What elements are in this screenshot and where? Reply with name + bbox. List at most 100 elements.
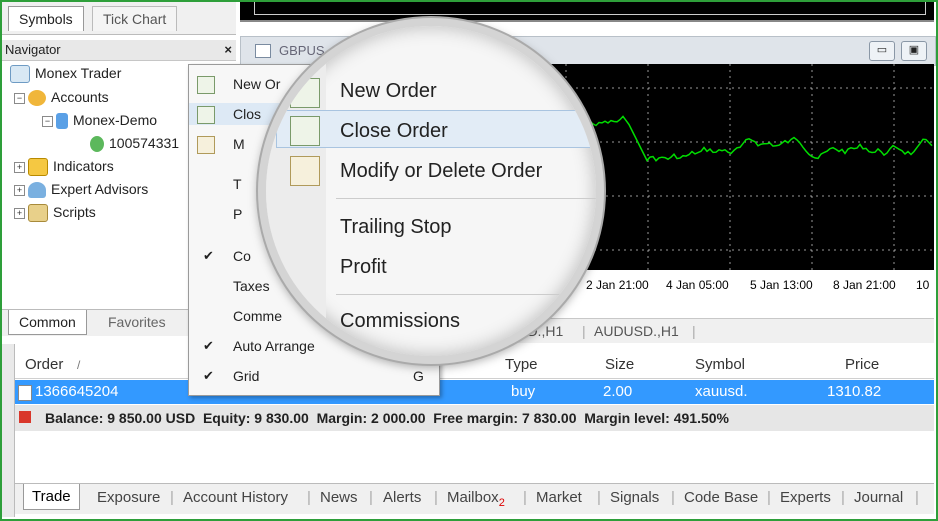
cell-symbol: xauusd. <box>695 383 748 400</box>
tab-exposure[interactable]: Exposure <box>97 489 161 506</box>
menu-label: Grid <box>233 368 260 384</box>
col-price[interactable]: Price <box>845 356 880 373</box>
tree-expert-advisors[interactable]: + Expert Advisors <box>14 179 148 199</box>
mag-trailing-stop[interactable]: Trailing Stop <box>340 216 452 238</box>
tab-news[interactable]: News <box>320 489 358 506</box>
chart-window-strip <box>240 0 934 22</box>
tab-code-base[interactable]: Code Base <box>684 489 759 506</box>
menu-item-modify-order[interactable]: M <box>189 133 439 155</box>
navigator-title: Navigator <box>5 42 61 57</box>
col-order[interactable]: Order <box>25 356 64 373</box>
modify-order-icon <box>290 156 320 186</box>
terminal-icon <box>10 65 30 84</box>
tab-tick-chart[interactable]: Tick Chart <box>92 6 178 31</box>
collapse-icon[interactable]: − <box>14 92 25 104</box>
order-icon <box>18 385 32 401</box>
expand-icon[interactable]: + <box>14 207 25 219</box>
mailbox-count: 2 <box>498 497 505 509</box>
navigator-close-icon[interactable]: × <box>224 42 232 57</box>
collapse-icon[interactable]: − <box>42 115 53 127</box>
tree-demo-server[interactable]: − Monex-Demo <box>42 110 157 130</box>
menu-item-grid[interactable]: ✔ Grid G <box>189 365 439 387</box>
menu-item-profit[interactable]: P <box>189 203 439 225</box>
table-row[interactable]: 1366645204 2018.01.16 07:00:10 buy 2.00 … <box>15 380 934 404</box>
tree-indicators[interactable]: + Indicators <box>14 156 114 177</box>
tab-common[interactable]: Common <box>8 310 87 335</box>
tree-login-label: 100574331 <box>109 135 180 151</box>
highlight-close-order <box>276 110 596 148</box>
tree-accounts-label: Accounts <box>51 89 109 105</box>
tab-market[interactable]: Market <box>536 489 582 506</box>
tab-mailbox[interactable]: Mailbox2 <box>447 489 505 509</box>
cell-order: 1366645204 <box>35 383 119 400</box>
accounts-icon <box>28 90 46 107</box>
terminal-side-label: Terminal <box>0 344 15 517</box>
menu-separator <box>336 294 596 295</box>
menu-item-commissions[interactable]: ✔ Co <box>189 245 439 267</box>
menu-separator <box>336 198 596 199</box>
expand-icon[interactable]: + <box>14 161 25 173</box>
col-type[interactable]: Type <box>505 356 538 373</box>
menu-item-trailing-stop[interactable]: T <box>189 173 439 195</box>
indicators-icon <box>28 158 48 177</box>
x-tick-label: 10 <box>916 278 930 292</box>
tab-signals[interactable]: Signals <box>610 489 660 506</box>
navigator-header: Navigator × <box>2 40 236 61</box>
scripts-icon <box>28 204 48 223</box>
col-size[interactable]: Size <box>605 356 635 373</box>
tab-trade[interactable]: Trade <box>23 484 80 510</box>
mag-profit[interactable]: Profit <box>340 256 387 278</box>
tree-experts-label: Expert Advisors <box>51 181 149 197</box>
menu-shortcut: G <box>413 368 424 384</box>
x-tick-label: 2 Jan 21:00 <box>586 278 649 292</box>
x-tick-label: 5 Jan 13:00 <box>750 278 813 292</box>
user-icon <box>90 136 104 153</box>
sort-icon: / <box>77 358 81 372</box>
tab-alerts[interactable]: Alerts <box>383 489 422 506</box>
tab-symbols[interactable]: Symbols <box>8 6 84 31</box>
cell-price: 1310.82 <box>827 383 882 400</box>
tab-mailbox-label: Mailbox <box>447 489 499 506</box>
x-tick-label: 4 Jan 05:00 <box>666 278 729 292</box>
tree-root[interactable]: Monex Trader <box>10 63 122 84</box>
balance-text: Balance: 9 850.00 USD Equity: 9 830.00 M… <box>45 410 729 426</box>
tree-scripts-label: Scripts <box>53 204 96 220</box>
new-order-icon <box>290 78 320 108</box>
magnifier-lens: New Order Close Order Modify or Delete O… <box>258 18 604 364</box>
tree-root-label: Monex Trader <box>35 65 122 81</box>
price-series-line <box>559 115 933 162</box>
menu-label: T <box>233 176 242 192</box>
tab-journal[interactable]: Journal <box>854 489 904 506</box>
cell-size: 2.00 <box>603 383 633 400</box>
tree-account-login[interactable]: 100574331 <box>90 133 179 153</box>
balance-row: Balance: 9 850.00 USD Equity: 9 830.00 M… <box>15 405 934 431</box>
expand-icon[interactable]: + <box>14 184 25 196</box>
menu-label: M <box>233 136 245 152</box>
terminal-label: Terminal <box>0 447 1 507</box>
modify-order-icon <box>197 136 215 154</box>
close-order-icon <box>197 106 215 124</box>
tree-scripts[interactable]: + Scripts <box>14 202 96 223</box>
mag-commissions[interactable]: Commissions <box>340 310 461 332</box>
mag-close-order[interactable]: Close Order <box>340 120 448 142</box>
minimize-button[interactable]: ▭ <box>869 41 895 61</box>
tab-favorites[interactable]: Favorites <box>108 314 166 330</box>
close-order-icon <box>290 116 320 146</box>
tree-accounts[interactable]: − Accounts <box>14 87 109 107</box>
tab-account-history[interactable]: Account History <box>183 489 289 506</box>
expert-advisor-icon <box>28 182 46 199</box>
menu-item-taxes[interactable]: Taxes <box>189 275 439 297</box>
symbol-tabs-bar: Symbols Tick Chart <box>2 0 236 35</box>
chart-tab[interactable]: AUDUSD.,H1 <box>594 323 679 339</box>
menu-label: Clos <box>233 106 262 122</box>
tab-experts[interactable]: Experts <box>780 489 831 506</box>
menu-label: Co <box>233 248 251 264</box>
cell-type: buy <box>511 383 536 400</box>
mag-new-order[interactable]: New Order <box>340 80 437 102</box>
maximize-button[interactable]: ▣ <box>901 41 927 61</box>
col-symbol[interactable]: Symbol <box>695 356 746 373</box>
tree-demo-label: Monex-Demo <box>73 112 158 128</box>
mag-modify-order[interactable]: Modify or Delete Order <box>340 160 543 182</box>
menu-icon-column <box>266 26 326 356</box>
check-icon: ✔ <box>203 368 214 383</box>
